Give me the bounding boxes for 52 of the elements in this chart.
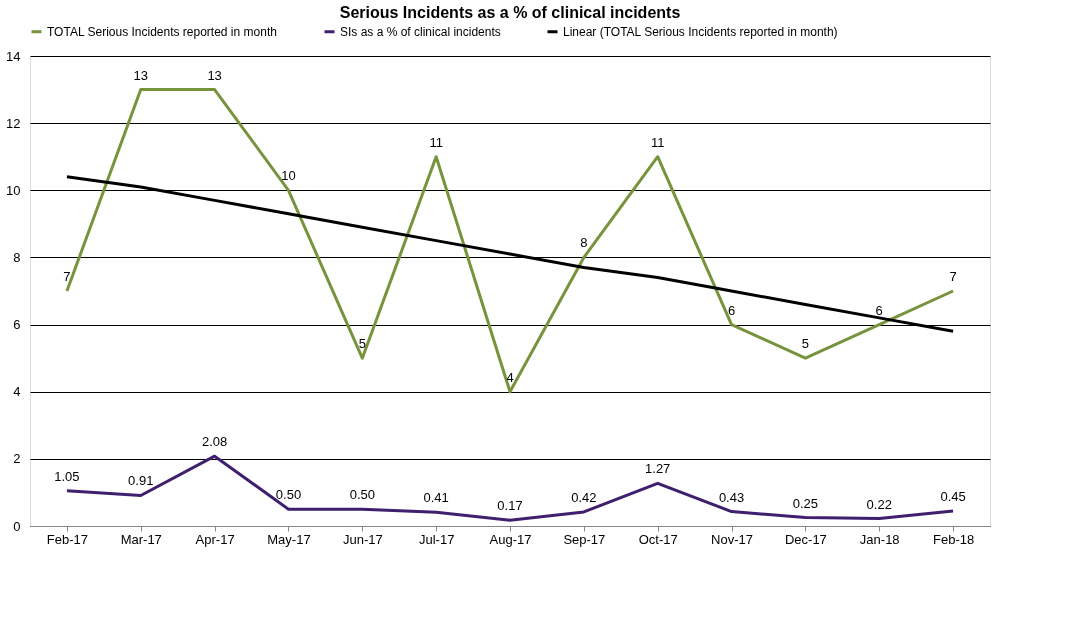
x-tick-label: Jan-18 <box>859 531 900 547</box>
legend-label: TOTAL Serious Incidents reported in month <box>47 24 277 39</box>
y-tick-label: 6 <box>13 317 21 333</box>
data-label: 7 <box>949 269 957 284</box>
x-tick-label: Jul-17 <box>418 531 455 547</box>
y-tick-label: 4 <box>13 384 21 400</box>
data-label: 10 <box>281 168 296 184</box>
data-label: 1.27 <box>645 461 671 477</box>
data-label: 13 <box>207 67 222 83</box>
data-label: 5 <box>358 336 366 352</box>
data-label: 5 <box>801 336 809 352</box>
data-label: 0.45 <box>940 488 966 504</box>
x-tick-label: Dec-17 <box>784 531 827 547</box>
data-label: 0.17 <box>497 498 523 514</box>
x-tick-label: May-17 <box>267 531 311 547</box>
chart-title: Serious Incidents as a % of clinical incidents <box>339 4 681 21</box>
data-label: 6 <box>727 302 736 318</box>
data-label: 0.50 <box>275 487 302 503</box>
data-label: 8 <box>580 235 588 251</box>
data-label: 0.91 <box>128 473 154 489</box>
x-tick-label: Aug-17 <box>489 531 532 547</box>
data-label: 7 <box>63 269 71 284</box>
x-tick-label: Feb-17 <box>46 531 89 547</box>
y-tick-label: 2 <box>13 451 21 467</box>
data-label: 11 <box>650 134 665 150</box>
data-label: 0.42 <box>571 489 597 505</box>
data-label: 13 <box>133 67 148 83</box>
x-tick-label: Mar-17 <box>120 531 162 547</box>
y-tick-label: 10 <box>6 182 21 198</box>
data-label: 0.25 <box>792 495 819 511</box>
x-tick-label: Feb-18 <box>932 531 975 547</box>
legend-label: Linear (TOTAL Serious Incidents reported in month) <box>563 24 838 39</box>
x-tick-label: Sep-17 <box>563 531 606 547</box>
line-series <box>65 88 955 394</box>
y-tick-label: 12 <box>6 115 21 131</box>
data-label: 6 <box>875 302 883 318</box>
data-label: 4 <box>506 369 514 385</box>
legend-label: SIs as a % of clinical incidents <box>340 24 501 39</box>
y-tick-label: 14 <box>6 48 21 64</box>
data-label: 11 <box>429 134 443 150</box>
data-label: 2.08 <box>201 434 228 450</box>
data-label: 0.50 <box>349 487 375 503</box>
data-label: 1.05 <box>54 468 80 484</box>
y-tick-label: 8 <box>13 249 21 265</box>
x-tick-label: Apr-17 <box>195 531 235 547</box>
data-label: 0.41 <box>423 490 449 506</box>
x-tick-label: Oct-17 <box>638 531 678 547</box>
x-tick-label: Jun-17 <box>342 531 383 547</box>
data-label: 0.22 <box>866 496 892 512</box>
data-label: 0.43 <box>718 489 745 505</box>
x-tick-label: Nov-17 <box>711 531 753 547</box>
y-tick-label: 0 <box>13 518 21 534</box>
